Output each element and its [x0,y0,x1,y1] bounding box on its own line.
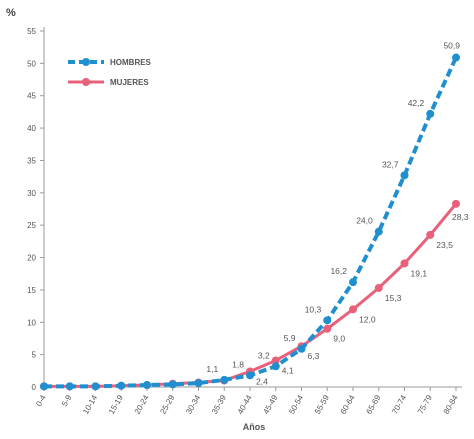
data-point-hombres [65,382,74,391]
x-tick-label: 25-29 [158,393,176,416]
y-tick-label: 35 [27,156,36,165]
y-tick-label: 30 [27,189,36,198]
legend-marker-hombres [82,58,90,66]
data-label-hombres: 42,2 [408,98,425,108]
data-point-hombres [168,380,177,389]
data-label-mujeres: 9,0 [333,334,345,344]
data-point-hombres [194,379,203,388]
x-tick-label: 55-59 [313,393,331,416]
x-tick-label: 45-49 [261,393,279,416]
data-point-hombres [143,381,151,390]
x-tick-label: 80-84 [442,393,460,416]
legend: HOMBRES MUJERES [68,58,152,87]
data-label-hombres: 5,9 [284,333,296,343]
y-tick-label: 25 [27,221,36,230]
y-axis: 0 5 10 15 20 25 30 35 40 45 50 55 [27,27,45,392]
y-tick-label: 10 [27,318,36,327]
data-label-mujeres: 15,3 [385,293,402,303]
x-tick-label: 70-74 [390,393,408,416]
data-point-hombres [452,53,460,62]
y-tick-label: 55 [27,27,36,36]
data-label-hombres: 1,1 [206,364,218,374]
data-point-hombres [40,382,48,391]
data-label-mujeres: 4,1 [282,365,294,375]
data-point-hombres [271,362,280,371]
x-tick-label: 0-4 [34,393,48,408]
data-labels: 1,1 1,8 3,2 5,9 10,3 16,2 24,0 32,7 42,2 50,9 2,4 4… [206,41,468,387]
data-label-hombres: 1,8 [232,359,244,369]
data-label-mujeres: 12,0 [359,314,376,324]
y-tick-label: 0 [32,383,37,392]
x-tick-label: 5-9 [60,393,74,408]
x-axis: 0-4 5-9 10-14 15-19 20-24 25-29 30-34 35-39 40-4… [34,386,462,416]
data-point-mujeres [271,356,280,365]
data-point-hombres [400,171,409,180]
data-label-mujeres: 6,3 [308,351,320,361]
y-unit-label: % [6,7,16,19]
legend-label-mujeres: MUJERES [110,78,149,87]
y-tick-label: 5 [32,351,37,360]
data-label-mujeres: 19,1 [411,268,428,278]
data-label-mujeres: 23,5 [436,240,453,250]
y-tick-label: 15 [27,286,36,295]
legend-label-hombres: HOMBRES [110,58,152,67]
series-layer [40,53,460,391]
x-tick-label: 15-19 [107,393,125,416]
y-tick-label: 45 [27,92,36,101]
data-point-hombres [117,381,126,390]
data-point-hombres [297,344,306,353]
x-tick-label: 65-69 [364,393,382,416]
data-point-hombres [91,382,100,391]
x-tick-label: 40-44 [236,393,254,416]
x-tick-label: 75-79 [416,393,434,416]
data-label-mujeres: 2,4 [256,376,268,386]
data-point-hombres [374,227,383,236]
data-label-hombres: 3,2 [258,350,270,360]
data-point-mujeres [374,283,383,292]
x-tick-label: 35-39 [210,393,228,416]
data-label-hombres: 10,3 [305,304,322,314]
data-point-mujeres [426,230,435,239]
x-tick-label: 50-54 [287,393,305,416]
data-label-hombres: 50,9 [443,41,460,51]
data-point-mujeres [400,259,409,268]
y-tick-label: 40 [27,124,36,133]
data-point-hombres [246,371,254,380]
legend-marker-mujeres [82,78,90,86]
data-label-mujeres: 28,3 [452,212,469,222]
data-point-hombres [220,375,229,384]
data-point-mujeres [349,305,357,314]
x-tick-label: 30-34 [184,393,202,416]
y-tick-label: 50 [27,59,36,68]
data-label-hombres: 24,0 [356,216,373,226]
data-point-mujeres [323,324,332,333]
data-label-hombres: 16,2 [330,266,347,276]
x-axis-title: Años [243,422,266,432]
y-tick-label: 20 [27,254,36,263]
data-point-hombres [349,278,357,287]
x-tick-label: 10-14 [81,393,99,416]
data-label-hombres: 32,7 [382,159,399,169]
x-tick-label: 20-24 [133,393,151,416]
series-line-hombres [44,56,458,389]
data-point-mujeres [452,199,460,208]
data-point-hombres [426,109,435,118]
x-tick-label: 60-64 [339,393,357,416]
data-point-hombres [323,316,332,325]
